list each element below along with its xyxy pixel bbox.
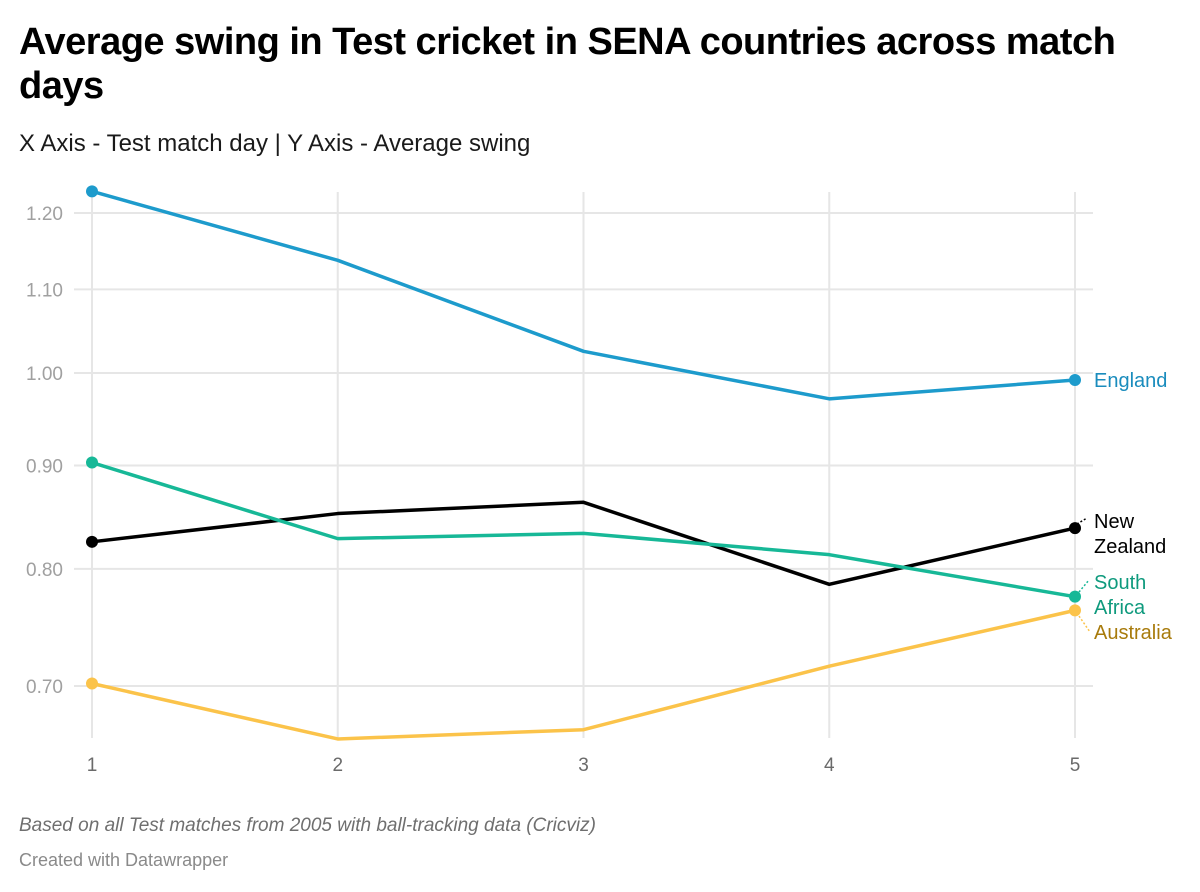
x-tick-label: 2: [332, 755, 343, 776]
series-label-line: Australia: [1094, 622, 1173, 644]
series-label-australia: Australia: [1094, 622, 1173, 644]
series-end-dot: [1069, 522, 1081, 535]
series-line-south-africa: [90, 460, 1077, 599]
series-line-england: [90, 189, 1077, 401]
chart-credit: Created with Datawrapper: [19, 850, 229, 870]
gridlines: [74, 192, 1093, 738]
y-tick-label: 0.90: [26, 456, 63, 477]
series-label-new-zealand: New Zealand: [1094, 511, 1166, 558]
chart-subtitle: X Axis - Test match day | Y Axis - Avera…: [19, 130, 531, 157]
series-label-line: Africa: [1094, 597, 1146, 619]
series-start-dot: [86, 535, 98, 548]
series-start-dot: [86, 456, 98, 469]
series-label-line: New: [1094, 511, 1135, 533]
x-tick-label: 1: [87, 755, 98, 776]
y-tick-label: 1.20: [26, 204, 63, 225]
series-end-dot: [1069, 374, 1081, 387]
series-start-dot: [86, 677, 98, 690]
series-end-dot: [1069, 604, 1081, 617]
x-tick-label: 5: [1070, 755, 1081, 776]
chart-title: Average swing in Test cricket in SENA co…: [19, 21, 1116, 107]
series-labels: England New Zealand South Africa Australia: [1076, 370, 1173, 644]
x-tick-label: 4: [824, 755, 835, 776]
series-line-australia: [90, 608, 1077, 741]
series-label-line: Zealand: [1094, 536, 1166, 558]
series-lines: [86, 185, 1081, 741]
y-tick-label: 1.10: [26, 280, 63, 301]
series-line-new-zealand: [90, 500, 1077, 587]
label-connector: [1078, 579, 1090, 593]
series-end-dot: [1069, 590, 1081, 603]
chart-notes: Based on all Test matches from 2005 with…: [19, 815, 596, 836]
y-tick-label: 0.80: [26, 560, 63, 581]
series-label-england: England: [1094, 370, 1167, 392]
x-tick-label: 3: [578, 755, 589, 776]
label-connector: [1076, 517, 1088, 525]
series-start-dot: [86, 185, 98, 198]
y-tick-label: 0.70: [26, 677, 63, 698]
series-label-line: England: [1094, 370, 1167, 392]
series-label-south-africa: South Africa: [1094, 572, 1146, 619]
label-connector: [1078, 615, 1091, 633]
y-tick-label: 1.00: [26, 364, 63, 385]
series-label-line: South: [1094, 572, 1146, 594]
axis-labels: 1 2 3 4 5 0.70 0.80 0.90 1.00 1.10 1.20: [26, 204, 1080, 776]
